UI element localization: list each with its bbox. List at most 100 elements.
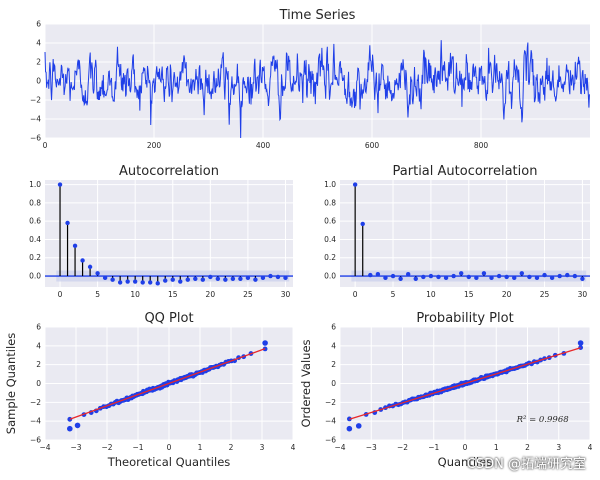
pacf-marker: [481, 271, 487, 276]
pacf-marker: [504, 274, 509, 280]
pacf-title: Partial Autocorrelation: [393, 164, 538, 179]
timeseries-xtick-label: 600: [365, 141, 380, 150]
pacf-ytick-label: 0.4: [324, 235, 336, 244]
timeseries-line: [44, 40, 590, 139]
pacf-marker: [360, 221, 365, 227]
qq-xtick-label: 3: [260, 443, 265, 452]
timeseries-xtick-label: 800: [474, 141, 489, 150]
acf-marker: [268, 273, 273, 279]
acf-marker: [110, 277, 115, 282]
timeseries-ytick-label: 2: [36, 58, 41, 67]
acf-marker: [155, 281, 160, 286]
pacf-xtick-label: 0: [353, 290, 358, 299]
timeseries-xtick-label: 200: [147, 141, 162, 150]
acf-marker: [200, 277, 206, 282]
acf-marker: [260, 275, 266, 281]
timeseries-xtick-label: 400: [256, 141, 271, 150]
pacf-marker: [527, 274, 532, 280]
pacf-marker: [421, 274, 426, 280]
pacf-marker: [398, 276, 403, 281]
acf-title: Autocorrelation: [119, 164, 219, 179]
pacf-marker: [512, 275, 517, 281]
prob-xtick-label: −2: [397, 443, 408, 452]
prob-ylabel: Ordered Values: [299, 339, 313, 427]
acf-xtick-label: 25: [243, 290, 253, 299]
acf-marker: [72, 243, 78, 249]
pacf-marker: [580, 276, 585, 281]
qq-xtick-label: −4: [39, 443, 50, 452]
qq-ytick-label: −6: [30, 436, 41, 445]
acf-marker: [178, 279, 183, 284]
qq-xtick-label: 2: [229, 443, 234, 452]
prob-xtick-label: 3: [556, 443, 561, 452]
prob-ytick-label: 0: [331, 379, 336, 388]
qq-xtick-label: 4: [291, 443, 296, 452]
acf-marker: [193, 276, 198, 281]
pacf-marker: [352, 182, 358, 187]
acf-marker: [80, 258, 85, 263]
pacf-marker: [489, 275, 494, 281]
pacf-marker: [443, 275, 449, 281]
acf-marker: [230, 276, 236, 281]
acf-xtick-label: 15: [168, 290, 178, 299]
pacf-xtick-label: 30: [578, 290, 588, 299]
qq-point: [67, 425, 73, 432]
acf-marker: [275, 274, 281, 280]
acf-marker: [245, 275, 251, 281]
acf-marker: [132, 279, 138, 284]
pacf-marker: [383, 275, 388, 281]
acf-marker: [140, 280, 145, 285]
prob-xtick-label: 4: [588, 443, 593, 452]
pacf-xtick-label: 20: [502, 290, 512, 299]
pacf-marker: [474, 275, 479, 281]
qq-xtick-label: 1: [198, 443, 203, 452]
acf-ytick-label: 0.2: [29, 253, 41, 262]
acf-marker: [117, 280, 123, 285]
acf-marker: [87, 264, 93, 270]
acf-marker: [170, 277, 175, 282]
pacf-marker: [451, 273, 456, 279]
qq-xtick-label: −2: [101, 443, 112, 452]
pacf-marker: [436, 274, 441, 280]
prob-title: Probability Plot: [416, 311, 513, 326]
acf-marker: [148, 280, 153, 285]
prob-point: [355, 423, 362, 429]
prob-xtick-label: −4: [334, 443, 345, 452]
acf-marker: [215, 276, 221, 281]
timeseries-title: Time Series: [279, 8, 356, 23]
qq-point: [262, 340, 268, 346]
prob-xtick-label: 1: [494, 443, 499, 452]
prob-ytick-label: −2: [325, 398, 336, 407]
pacf-ytick-label: 0.2: [324, 253, 336, 262]
qq-xtick-label: −3: [70, 443, 81, 452]
prob-ytick-label: −4: [325, 417, 336, 426]
prob-xtick-label: 0: [463, 443, 468, 452]
acf-marker: [65, 220, 70, 226]
prob-xlabel: Quantiles: [438, 455, 493, 469]
acf-marker: [238, 276, 243, 281]
acf-ytick-label: 0.8: [29, 198, 41, 207]
pacf-marker: [572, 273, 578, 279]
pacf-xtick-label: 5: [391, 290, 396, 299]
prob-xtick-label: −1: [428, 443, 439, 452]
acf-marker: [223, 277, 228, 282]
prob-ytick-label: 6: [331, 323, 336, 332]
pacf-marker: [549, 275, 555, 281]
pacf-background: [340, 180, 590, 287]
acf-marker: [163, 278, 168, 283]
acf-xtick-label: 10: [130, 290, 140, 299]
qq-ytick-label: −2: [30, 398, 41, 407]
acf-xtick-label: 0: [58, 290, 63, 299]
pacf-ytick-label: 1.0: [324, 180, 336, 189]
pacf-marker: [428, 273, 434, 279]
qq-fit-line: [69, 348, 266, 420]
acf-ytick-label: 0.4: [29, 235, 41, 244]
pacf-xtick-label: 15: [464, 290, 474, 299]
prob-ytick-label: 4: [331, 341, 336, 350]
pacf-marker: [466, 274, 471, 280]
timeseries-ytick-label: 0: [36, 77, 41, 86]
pacf-marker: [534, 275, 540, 281]
acf-background: [45, 180, 293, 287]
